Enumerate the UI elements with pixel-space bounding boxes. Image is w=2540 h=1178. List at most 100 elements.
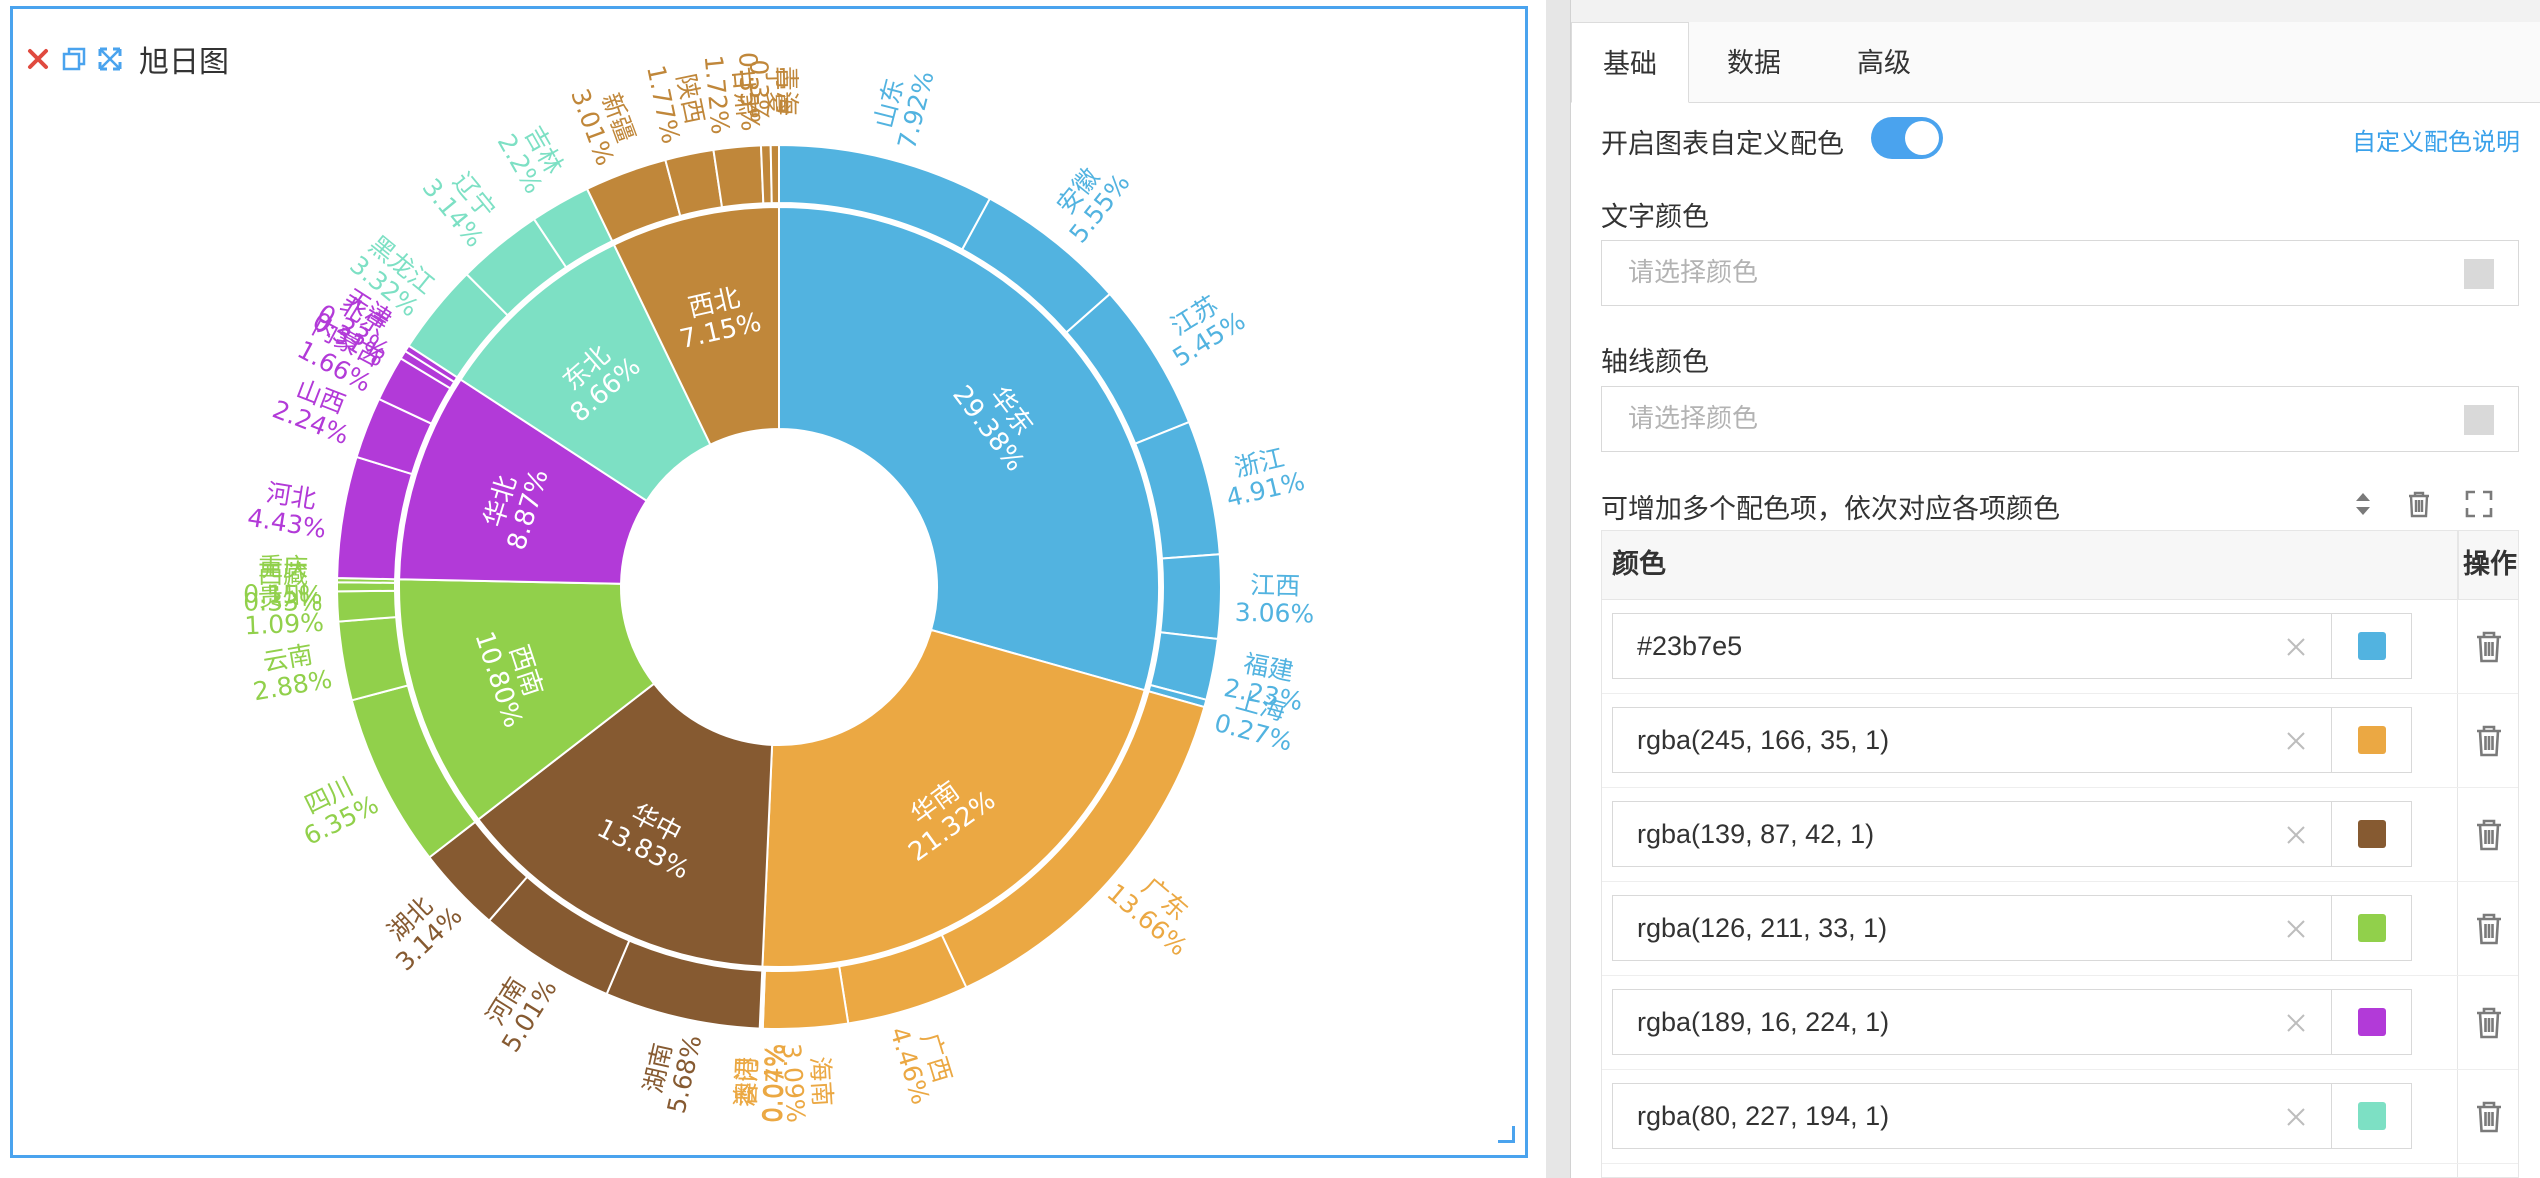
province-label: 新疆3.01%	[565, 75, 646, 169]
axis-color-input[interactable]: 请选择颜色	[1601, 386, 2519, 452]
color-picker-button[interactable]	[2332, 707, 2412, 773]
tab-basic[interactable]: 基础	[1571, 22, 1689, 103]
tab-data[interactable]: 数据	[1727, 48, 1781, 79]
color-chip	[2358, 1008, 2386, 1036]
province-label: 上海0.27%	[1211, 681, 1302, 756]
province-label: 江苏5.45%	[1153, 283, 1250, 373]
province-label: 宁夏0.35%	[733, 51, 792, 132]
trash-icon[interactable]	[2403, 488, 2435, 520]
province-label: 云南2.88%	[246, 637, 334, 706]
sunburst-province[interactable]	[1159, 553, 1222, 641]
sunburst-chart: 华东29.38%山东7.92%安徽5.55%江苏5.45%浙江4.91%江西3.…	[243, 51, 1315, 1124]
sunburst-province[interactable]	[761, 965, 850, 1030]
chart-toolbar: 旭日图	[25, 39, 229, 80]
province-label: 湖北3.14%	[371, 881, 468, 977]
palette-color-input[interactable]: rgba(189, 16, 224, 1)	[1612, 989, 2332, 1055]
palette-color-input[interactable]: rgba(139, 87, 42, 1)	[1612, 801, 2332, 867]
sunburst-province[interactable]	[336, 589, 398, 623]
palette-row: rgba(80, 227, 194, 1)	[1602, 1069, 2518, 1164]
sunburst-province[interactable]	[712, 144, 765, 209]
palette-row: rgba(126, 211, 33, 1)	[1602, 881, 2518, 976]
chart-canvas[interactable]: 旭日图 华东29.38% 山东7.92% 安徽5.55% 江苏5.45% 浙江4.91%…	[10, 6, 1528, 1158]
custom-color-help-link[interactable]: 自定义配色说明	[2352, 128, 2520, 156]
clear-icon[interactable]	[2283, 728, 2309, 754]
trash-icon[interactable]	[2472, 723, 2506, 759]
panel-splitter[interactable]	[1546, 0, 1571, 1178]
trash-icon[interactable]	[2472, 817, 2506, 853]
text-color-swatch[interactable]	[2464, 259, 2494, 289]
color-chip	[2358, 632, 2386, 660]
fullscreen-icon[interactable]	[2463, 488, 2495, 520]
color-chip	[2358, 820, 2386, 848]
clear-icon[interactable]	[2283, 822, 2309, 848]
sunburst-province[interactable]	[769, 143, 780, 205]
palette-table: 颜色 操作 #23b7e5 rgba(245, 166, 35, 1) rgba(1…	[1601, 530, 2519, 1178]
trash-icon[interactable]	[2472, 1005, 2506, 1041]
palette-color-value: rgba(80, 227, 194, 1)	[1637, 1101, 1890, 1131]
trash-icon[interactable]	[2472, 911, 2506, 947]
province-label: 河南5.01%	[473, 960, 563, 1057]
province-label: 浙江4.91%	[1217, 440, 1307, 513]
custom-color-toggle[interactable]	[1871, 117, 1943, 159]
text-color-input[interactable]: 请选择颜色	[1601, 240, 2519, 306]
palette-row: rgba(245, 166, 35, 1)	[1602, 693, 2518, 788]
color-picker-button[interactable]	[2332, 1083, 2412, 1149]
province-label: 贵州1.09%	[243, 580, 325, 640]
palette-color-input[interactable]: #23b7e5	[1612, 613, 2332, 679]
text-color-label: 文字颜色	[1601, 202, 1709, 233]
clear-icon[interactable]	[2283, 634, 2309, 660]
color-picker-button[interactable]	[2332, 989, 2412, 1055]
palette-color-value: rgba(189, 16, 224, 1)	[1637, 1007, 1890, 1037]
province-label: 四川6.35%	[287, 765, 383, 851]
copy-icon[interactable]	[61, 46, 87, 72]
province-label: 安徽5.55%	[1042, 151, 1136, 248]
color-picker-button[interactable]	[2332, 613, 2412, 679]
province-label: 广西4.46%	[884, 1015, 961, 1107]
expand-icon[interactable]	[97, 46, 123, 72]
province-label: 山东7.92%	[865, 61, 939, 152]
color-chip	[2358, 1102, 2386, 1130]
palette-color-input[interactable]: rgba(245, 166, 35, 1)	[1612, 707, 2332, 773]
color-chip	[2358, 914, 2386, 942]
sunburst-center	[621, 429, 937, 745]
clear-icon[interactable]	[2283, 1104, 2309, 1130]
clear-icon[interactable]	[2283, 1010, 2309, 1036]
trash-icon[interactable]	[2472, 1099, 2506, 1135]
palette-table-header: 颜色 操作	[1602, 531, 2518, 600]
province-label: 海南3.09%	[777, 1041, 838, 1124]
palette-row: rgba(189, 16, 224, 1)	[1602, 975, 2518, 1070]
toggle-knob	[1905, 121, 1939, 155]
column-divider	[2457, 531, 2458, 1177]
palette-color-value: rgba(245, 166, 35, 1)	[1637, 725, 1890, 755]
sunburst-province[interactable]	[337, 615, 410, 702]
settings-panel: 基础 数据 高级 开启图表自定义配色 自定义配色说明 文字颜色 请选择颜色 轴线…	[1571, 0, 2540, 1178]
axis-color-swatch[interactable]	[2464, 405, 2494, 435]
province-label: 湖南5.68%	[635, 1026, 708, 1116]
province-label: 重庆0.15%	[243, 552, 323, 610]
sort-icon[interactable]	[2347, 488, 2379, 520]
province-label: 辽宁3.14%	[417, 156, 511, 253]
clear-icon[interactable]	[2283, 916, 2309, 942]
palette-color-value: rgba(139, 87, 42, 1)	[1637, 819, 1875, 849]
palette-color-input[interactable]: rgba(126, 211, 33, 1)	[1612, 895, 2332, 961]
resize-handle[interactable]	[1498, 1126, 1515, 1143]
color-picker-button[interactable]	[2332, 801, 2412, 867]
palette-color-value: #23b7e5	[1637, 631, 1743, 661]
province-label: 西藏 0.33%	[243, 560, 322, 617]
palette-label: 可增加多个配色项，依次对应各项颜色	[1601, 494, 2060, 525]
close-icon[interactable]	[25, 46, 51, 72]
province-label: 香港0.07%	[731, 1042, 791, 1124]
palette-row: rgba(139, 87, 42, 1)	[1602, 787, 2518, 882]
text-color-placeholder: 请选择颜色	[1628, 258, 1759, 288]
panel-top-strip	[1571, 0, 2540, 23]
province-label: 广东13.66%	[1101, 857, 1210, 962]
palette-row: #23b7e5	[1602, 599, 2518, 694]
trash-icon[interactable]	[2472, 629, 2506, 665]
column-color-header: 颜色	[1612, 549, 1666, 580]
palette-color-input[interactable]: rgba(80, 227, 194, 1)	[1612, 1083, 2332, 1149]
color-picker-button[interactable]	[2332, 895, 2412, 961]
province-label: 青海0.3%	[744, 59, 801, 123]
tab-advanced[interactable]: 高级	[1857, 48, 1911, 79]
province-label: 河北4.43%	[245, 476, 332, 544]
column-operation-header: 操作	[2458, 531, 2518, 599]
